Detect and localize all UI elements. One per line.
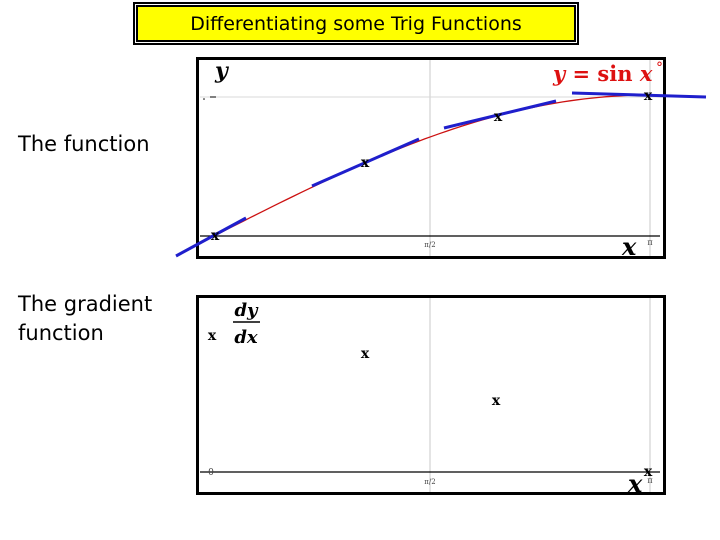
top-end-tick-label: π — [647, 238, 652, 247]
dx-label: dx — [234, 327, 258, 348]
dy-label: dy — [234, 300, 259, 321]
tangent-line-1 — [311, 137, 420, 188]
cross-marker: x — [361, 155, 370, 171]
top-x-axis-label: x — [621, 232, 637, 261]
cross-marker: x — [361, 346, 370, 362]
bottom-graph: dy dx x x x x 0 π/2 π x — [200, 298, 660, 498]
cross-marker: x — [492, 393, 501, 409]
tangent-line-2 — [443, 99, 557, 130]
top-y-axis-label: y — [214, 58, 230, 84]
page-title: Differentiating some Trig Functions — [136, 5, 576, 42]
cross-marker: x — [208, 328, 217, 344]
cross-marker: x — [494, 109, 503, 125]
bottom-x-axis-label: x — [627, 469, 643, 498]
function-graph-panel — [196, 57, 666, 259]
gradient-function-label: The gradient function — [18, 290, 188, 348]
tangent-line-0 — [175, 216, 247, 258]
gradient-graph-panel — [196, 295, 666, 495]
bottom-origin-tick-label: 0 — [208, 468, 214, 478]
sine-curve — [213, 94, 650, 237]
bottom-mid-tick-label: π/2 — [424, 478, 435, 486]
tangent-line-3 — [571, 91, 707, 99]
function-label: The function — [18, 132, 150, 156]
cross-marker: x — [211, 228, 220, 244]
top-mid-tick-label: π/2 — [424, 241, 435, 249]
gradient-label-line1: The gradient — [18, 292, 153, 316]
equation-degree-symbol: ° — [656, 60, 663, 76]
cross-marker: x — [644, 464, 653, 480]
top-y-tick-dot — [203, 98, 205, 100]
sine-equation-label: y = sin x — [552, 61, 653, 86]
gradient-label-line2: function — [18, 321, 104, 345]
bottom-end-tick-label: π — [647, 476, 652, 485]
cross-marker: x — [644, 88, 653, 104]
top-graph: x x x x y y = sin x ° x π/2 π — [175, 58, 707, 261]
